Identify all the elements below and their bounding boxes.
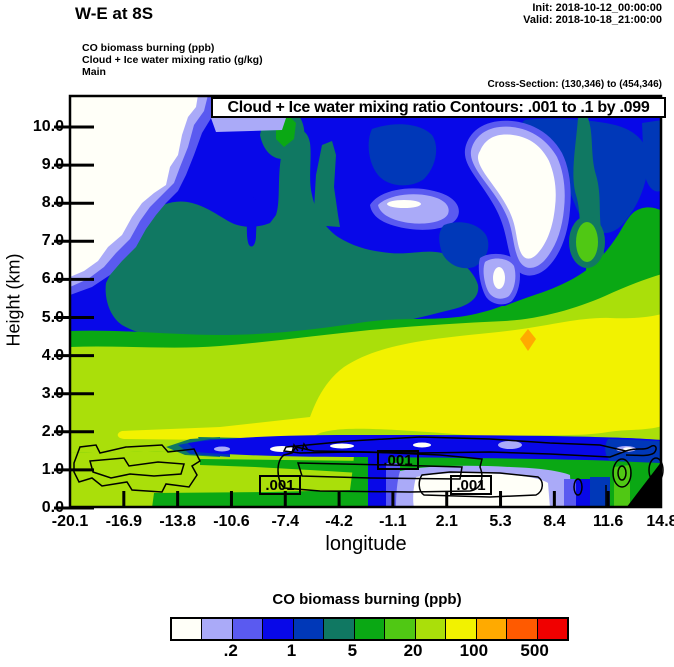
colorbar-cell bbox=[172, 619, 202, 639]
colorbar-cell bbox=[414, 619, 446, 639]
teal-prong2 bbox=[313, 141, 340, 227]
band-fleck bbox=[330, 443, 354, 449]
colorbar-cell bbox=[262, 619, 293, 639]
colorbar-cell bbox=[353, 619, 385, 639]
y-tick-label: 3.0 bbox=[41, 384, 64, 402]
y-tick-label: 6.0 bbox=[41, 270, 64, 288]
band-fleck bbox=[214, 446, 230, 452]
init-time: Init: 2018-10-12_00:00:00 bbox=[532, 2, 662, 14]
colorbar bbox=[170, 617, 569, 641]
colorbar-tick-label: 5 bbox=[347, 641, 358, 660]
contour-label-boxes: .001 .001 .001 bbox=[259, 450, 492, 495]
colorbar-tick-label: 500 bbox=[520, 641, 549, 660]
green-blob bbox=[576, 222, 598, 262]
darkblue-patch-rightedge bbox=[642, 120, 662, 192]
field-line-domain: Main bbox=[82, 66, 106, 78]
x-tick-label: -13.8 bbox=[159, 513, 196, 530]
band-fleck bbox=[498, 441, 522, 449]
cross-section-caption: Cross-Section: (130,346) to (454,346) bbox=[487, 79, 662, 90]
y-tick-label: 0.0 bbox=[41, 499, 64, 516]
x-axis-label: longitude bbox=[325, 533, 407, 555]
y-tick-label: 8.0 bbox=[41, 194, 64, 212]
x-tick-label: 2.1 bbox=[435, 513, 458, 530]
y-tick-label: 9.0 bbox=[41, 156, 64, 174]
green-rise-right bbox=[500, 207, 662, 308]
lavender-under-box bbox=[211, 118, 286, 132]
y-tick-label: 7.0 bbox=[41, 232, 64, 250]
x-tick-label: 8.4 bbox=[543, 513, 566, 530]
field-legend: CO biomass burning (ppb) Cloud + Ice wat… bbox=[82, 42, 263, 78]
y-tick-label: 5.0 bbox=[41, 308, 64, 326]
valid-time: Valid: 2018-10-18_21:00:00 bbox=[523, 14, 662, 26]
colorbar-cell bbox=[292, 619, 324, 639]
x-tick-label: -1.1 bbox=[379, 513, 407, 530]
x-tick-label: -20.1 bbox=[51, 513, 89, 530]
teal-mass bbox=[105, 129, 479, 340]
field-line-contour: Cloud + Ice water mixing ratio (g/kg) bbox=[82, 54, 263, 66]
colorbar-cell bbox=[323, 619, 354, 639]
plot-frame bbox=[68, 94, 663, 509]
colorbar-tick-label: 1 bbox=[286, 641, 297, 660]
orange-peak-spot bbox=[520, 329, 536, 351]
teardrop-white bbox=[477, 134, 556, 259]
x-tick-label: -7.4 bbox=[271, 513, 300, 530]
colorbar-cell bbox=[384, 619, 415, 639]
colorbar-tick-label: .2 bbox=[223, 641, 238, 660]
darkblue-patch-topcenter bbox=[368, 124, 437, 186]
mid-white-sliver bbox=[387, 200, 421, 208]
contour-label: .001 bbox=[456, 477, 485, 494]
field-line-shaded: CO biomass burning (ppb) bbox=[82, 42, 215, 54]
colorbar-cell bbox=[231, 619, 263, 639]
colorbar-cell bbox=[536, 619, 568, 639]
contour-label: .001 bbox=[265, 477, 294, 494]
colorbar-tick-label: 20 bbox=[403, 641, 423, 660]
contour-label: .001 bbox=[383, 452, 412, 469]
y-tick-label: 2.0 bbox=[41, 422, 64, 440]
lavender-column-white-core bbox=[493, 267, 505, 289]
x-tick-label: -4.2 bbox=[325, 513, 353, 530]
x-tick-label: -16.9 bbox=[105, 513, 143, 530]
plot-title-box: Cloud + Ice water mixing ratio Contours:… bbox=[211, 97, 666, 118]
bottom-blue-col-right bbox=[576, 479, 592, 508]
model-times: Init: 2018-10-12_00:00:00 Valid: 2018-10… bbox=[523, 2, 662, 26]
axis-ticks bbox=[54, 125, 610, 510]
colorbar-cell bbox=[201, 619, 232, 639]
topleft-white bbox=[70, 95, 198, 277]
y-tick-label: 1.0 bbox=[41, 460, 64, 478]
colorbar-title: CO biomass burning (ppb) bbox=[272, 591, 462, 608]
x-tick-label: 11.6 bbox=[593, 513, 624, 530]
x-tick-label: 5.3 bbox=[489, 513, 512, 530]
y-tick-label: 10.0 bbox=[32, 118, 64, 135]
band-fleck bbox=[413, 442, 431, 448]
colorbar-cell bbox=[475, 619, 507, 639]
y-axis-label: Height (km) bbox=[3, 253, 24, 347]
cross-section-plot: .001 .001 .001 bbox=[54, 94, 664, 510]
page-title: W-E at 8S bbox=[75, 4, 154, 23]
blue-sliver-in-teal bbox=[246, 196, 258, 247]
colorbar-cell bbox=[445, 619, 476, 639]
band-darkblue-end bbox=[605, 439, 662, 463]
x-tick-label: 14.8 bbox=[646, 513, 674, 530]
terrain-wedge bbox=[626, 461, 662, 508]
cloud-contours bbox=[73, 436, 664, 508]
x-tick-label: -10.6 bbox=[213, 513, 250, 530]
colorbar-labels: .2 1 5 20 100 500 bbox=[170, 641, 565, 661]
darkblue-mid-blob bbox=[439, 222, 489, 269]
y-tick-label: 4.0 bbox=[41, 346, 64, 364]
colorbar-tick-label: 100 bbox=[459, 641, 489, 660]
colorbar-cell bbox=[506, 619, 537, 639]
bottom-darkblue-col bbox=[590, 477, 610, 508]
